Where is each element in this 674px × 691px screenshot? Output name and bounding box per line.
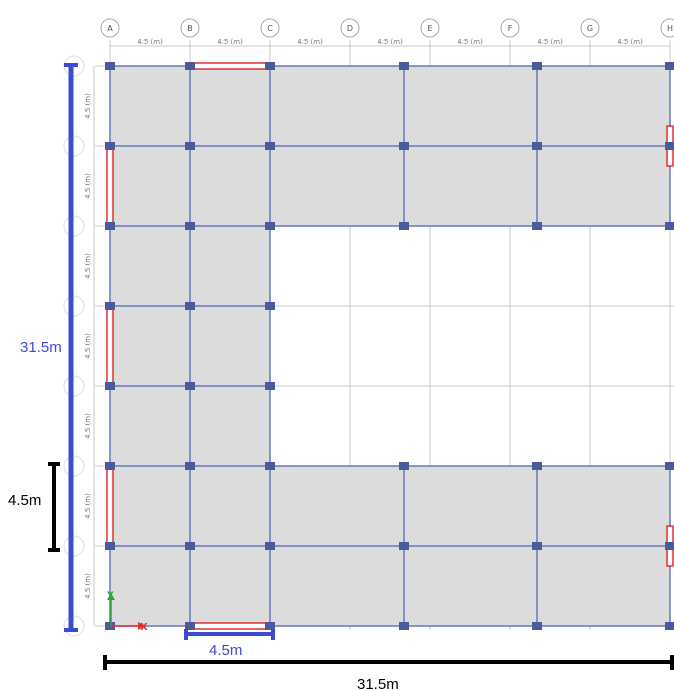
columns xyxy=(105,62,674,630)
column xyxy=(265,142,275,150)
row-bubble xyxy=(63,615,85,637)
column xyxy=(399,142,409,150)
spacing-label: 4.5 (m) xyxy=(217,38,243,46)
column xyxy=(665,142,674,150)
total-width-label: 31.5m xyxy=(357,676,399,691)
grid-bubble-label: B xyxy=(187,24,193,33)
column xyxy=(399,62,409,70)
shear-wall xyxy=(106,145,114,227)
column xyxy=(185,142,195,150)
column xyxy=(185,62,195,70)
shear-wall xyxy=(189,622,271,630)
column xyxy=(665,462,674,470)
column xyxy=(665,222,674,230)
shear-wall xyxy=(106,465,114,547)
column xyxy=(532,142,542,150)
y-axis-label: Y xyxy=(106,591,114,601)
bay-width-dimension xyxy=(184,629,275,640)
column xyxy=(532,542,542,550)
column xyxy=(185,542,195,550)
spacing-label: 4.5 (m) xyxy=(457,38,483,46)
column xyxy=(105,142,115,150)
bay-height-label: 4.5m xyxy=(8,492,41,509)
spacing-label: 4.5 (m) xyxy=(137,38,163,46)
grid-bubble xyxy=(500,18,520,38)
grid-bubble-label: H xyxy=(667,24,673,33)
row-bubble xyxy=(63,375,85,397)
column xyxy=(265,62,275,70)
grid-bubble-label: F xyxy=(508,24,513,33)
x-axis-label: X xyxy=(140,622,148,633)
total-height-label: 31.5m xyxy=(20,339,62,356)
column xyxy=(105,462,115,470)
column xyxy=(185,222,195,230)
spacing-label: 4.5 (m) xyxy=(84,93,92,119)
origin-axes xyxy=(107,593,145,630)
spacing-label: 4.5 (m) xyxy=(84,493,92,519)
grid-dimensions: 4.5 (m) 4.5 (m) 4.5 (m) 4.5 (m) 4.5 (m) 4.5 (… xyxy=(84,38,670,626)
column xyxy=(665,62,674,70)
total-width-dimension xyxy=(103,655,674,670)
column xyxy=(399,462,409,470)
shear-wall xyxy=(106,305,114,387)
grid-bubble xyxy=(260,18,280,38)
row-bubble xyxy=(63,455,85,477)
grid-bubble-label: D xyxy=(347,24,353,33)
column xyxy=(185,382,195,390)
bay-width-label: 4.5m xyxy=(209,642,242,659)
bay-height-dimension xyxy=(48,462,60,552)
column xyxy=(665,622,674,630)
column xyxy=(532,62,542,70)
grid-bubble xyxy=(340,18,360,38)
grid-bubble xyxy=(100,18,120,38)
column xyxy=(532,462,542,470)
column xyxy=(265,382,275,390)
spacing-label: 4.5 (m) xyxy=(377,38,403,46)
column xyxy=(185,462,195,470)
spacing-label: 4.5 (m) xyxy=(617,38,643,46)
shear-wall xyxy=(189,62,271,70)
grid-bubble xyxy=(580,18,600,38)
row-bubble xyxy=(63,135,85,157)
column xyxy=(105,302,115,310)
spacing-label: 4.5 (m) xyxy=(297,38,323,46)
column xyxy=(105,222,115,230)
spacing-label: 4.5 (m) xyxy=(84,573,92,599)
spacing-label: 4.5 (m) xyxy=(84,253,92,279)
grid-bubble xyxy=(180,18,200,38)
spacing-label: 4.5 (m) xyxy=(84,333,92,359)
row-bubble xyxy=(63,535,85,557)
spacing-label: 4.5 (m) xyxy=(84,413,92,439)
column xyxy=(399,222,409,230)
column xyxy=(105,542,115,550)
row-bubble xyxy=(63,295,85,317)
grid-bubbles: A B C D E F G H xyxy=(63,18,674,637)
total-height-dimension xyxy=(64,63,78,632)
column xyxy=(105,622,115,630)
grid-bubble-label: G xyxy=(587,24,593,33)
column xyxy=(185,302,195,310)
column xyxy=(265,622,275,630)
grid-bubble xyxy=(660,18,674,38)
column xyxy=(265,222,275,230)
column xyxy=(105,382,115,390)
spacing-label: 4.5 (m) xyxy=(84,173,92,199)
column xyxy=(185,622,195,630)
grid-bubble xyxy=(420,18,440,38)
spacing-label: 4.5 (m) xyxy=(537,38,563,46)
column xyxy=(532,622,542,630)
column xyxy=(265,542,275,550)
column xyxy=(265,462,275,470)
column xyxy=(665,542,674,550)
grid-bubble-label: E xyxy=(427,24,432,33)
row-bubble xyxy=(63,215,85,237)
column xyxy=(532,222,542,230)
column xyxy=(399,542,409,550)
column xyxy=(105,62,115,70)
column xyxy=(399,622,409,630)
grid-bubble-label: C xyxy=(267,24,273,33)
grid-bubble-label: A xyxy=(107,24,113,33)
column xyxy=(265,302,275,310)
